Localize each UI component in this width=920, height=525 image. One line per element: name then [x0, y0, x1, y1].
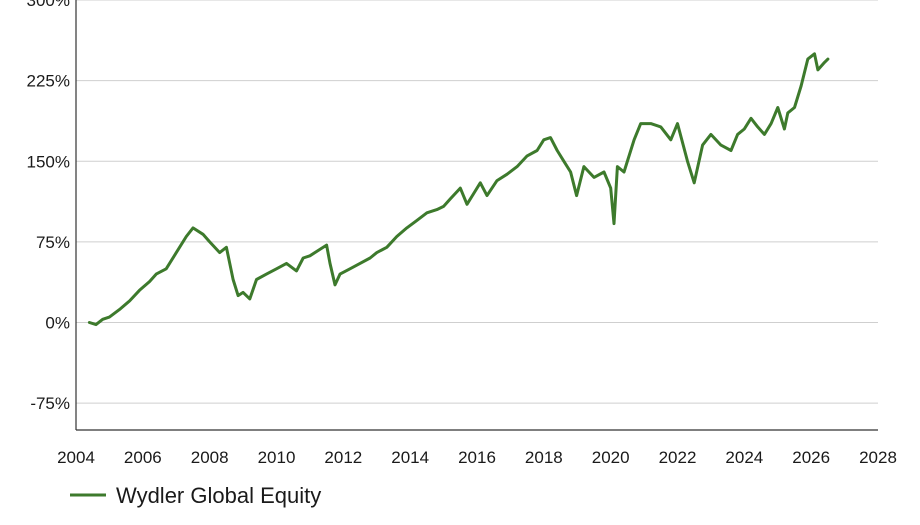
y-tick-label: -75%: [30, 394, 70, 413]
x-tick-label: 2026: [792, 448, 830, 467]
series-line: [87, 52, 830, 327]
x-tick-label: 2010: [258, 448, 296, 467]
legend-label: Wydler Global Equity: [116, 483, 321, 508]
x-tick-label: 2020: [592, 448, 630, 467]
x-tick-label: 2008: [191, 448, 229, 467]
y-tick-label: 300%: [27, 0, 70, 10]
y-tick-label: 75%: [36, 233, 70, 252]
gridlines: [76, 0, 878, 404]
y-tick-label: 0%: [45, 314, 70, 333]
x-tick-label: 2028: [859, 448, 897, 467]
y-tick-labels: -75% 0% 75% 150% 225% 300%: [27, 0, 70, 413]
legend: Wydler Global Equity: [70, 483, 321, 508]
y-tick-label: 225%: [27, 72, 70, 91]
series-layer: [87, 52, 830, 327]
x-tick-label: 2004: [57, 448, 95, 467]
x-tick-label: 2016: [458, 448, 496, 467]
x-tick-label: 2024: [725, 448, 763, 467]
y-tick-label: 150%: [27, 152, 70, 171]
x-tick-label: 2012: [324, 448, 362, 467]
x-tick-label: 2014: [391, 448, 429, 467]
x-tick-label: 2006: [124, 448, 162, 467]
x-tick-labels: 2004 2006 2008 2010 2012 2014 2016 2018 2020 2022…: [57, 448, 897, 467]
x-tick-label: 2018: [525, 448, 563, 467]
x-tick-label: 2022: [659, 448, 697, 467]
